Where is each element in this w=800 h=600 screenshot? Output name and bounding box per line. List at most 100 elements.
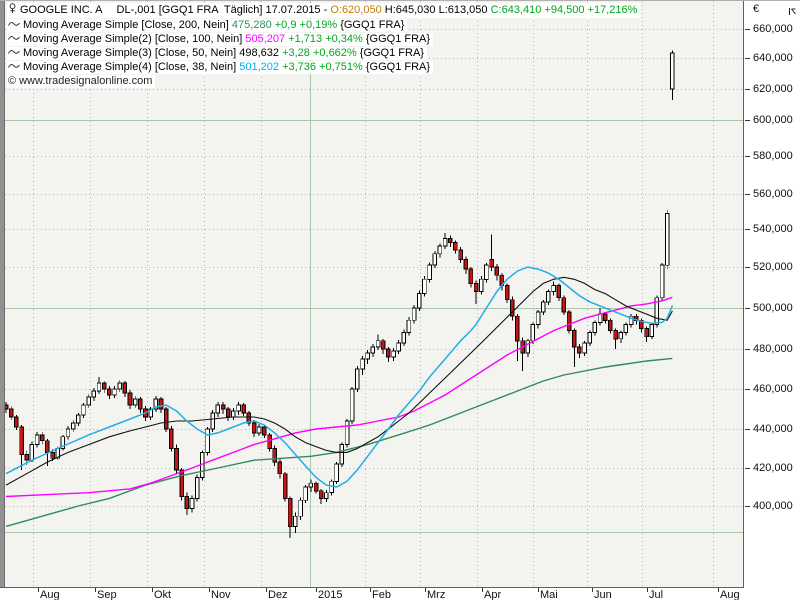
- candle: [122, 382, 128, 394]
- price-axis-label: 600,000: [753, 114, 793, 126]
- candle: [287, 497, 293, 527]
- price-axis-label: 540,000: [753, 223, 793, 235]
- candle: [551, 284, 556, 293]
- month-label: Aug: [40, 589, 60, 600]
- candle: [262, 426, 267, 436]
- candle: [5, 404, 9, 410]
- wave-icon: [8, 19, 20, 31]
- price-chart-plot[interactable]: [5, 1, 743, 587]
- legend-row-instrument[interactable]: GOOGLE INC. A DL-,001 [GGQ1 FRA Täglich] …: [7, 3, 641, 18]
- price-axis-tick: [745, 89, 750, 90]
- candle: [561, 297, 567, 313]
- currency-label: €: [753, 3, 760, 15]
- candle: [432, 253, 438, 266]
- candle: [272, 448, 277, 463]
- candle: [489, 258, 494, 268]
- price-axis-tick: [745, 429, 750, 430]
- candle: [148, 408, 153, 418]
- price-axis-tick: [745, 194, 750, 195]
- ma-50-line[interactable]: [5, 276, 673, 486]
- candle: [215, 404, 221, 414]
- candle: [380, 340, 386, 350]
- candle: [298, 499, 303, 517]
- month-label: Aug: [720, 589, 740, 600]
- ma-200-line[interactable]: [5, 357, 673, 528]
- candle: [613, 330, 618, 340]
- candle: [453, 241, 458, 251]
- time-axis-tick: [482, 588, 483, 592]
- candle: [349, 388, 355, 422]
- legend-text: www.tradesignalonline.com: [19, 75, 153, 87]
- candle: [654, 297, 660, 325]
- candle: [60, 436, 66, 449]
- candle: [355, 368, 360, 390]
- candle: [220, 404, 226, 410]
- month-label: Okt: [154, 589, 172, 600]
- candle: [442, 238, 448, 247]
- candle: [365, 352, 370, 360]
- candle: [360, 358, 365, 370]
- ma-100-line[interactable]: [5, 296, 673, 498]
- price-axis-tick: [745, 120, 750, 121]
- candle: [14, 416, 19, 428]
- price-axis-tick: [745, 156, 750, 157]
- legend-text: GOOGLE INC. A: [20, 4, 103, 16]
- candle: [339, 444, 345, 465]
- candle: [391, 350, 396, 358]
- candle: [50, 451, 55, 459]
- candle: [623, 323, 629, 334]
- candle: [153, 398, 159, 410]
- time-axis-tick: [266, 588, 267, 592]
- ma-38-line[interactable]: [5, 266, 674, 488]
- legend-row-ma200[interactable]: Moving Average Simple [Close, 200, Nein]…: [7, 19, 408, 32]
- price-axis-tick: [745, 468, 750, 469]
- legend-text: C:643,410 +94,500 +17,216%: [490, 4, 638, 16]
- price-axis-label: 400,000: [753, 500, 793, 512]
- candle: [179, 469, 184, 497]
- legend-row-ma38[interactable]: Moving Average Simple(4) [Close, 38, Nei…: [7, 61, 434, 74]
- legend-row-ma50[interactable]: Moving Average Simple(3) [Close, 50, Nei…: [7, 47, 427, 60]
- candle: [246, 412, 252, 424]
- candle: [587, 332, 593, 344]
- candle: [411, 307, 417, 321]
- time-axis-tick: [718, 588, 719, 592]
- pane-pin-icon[interactable]: [788, 3, 797, 21]
- candle: [468, 268, 474, 284]
- legend-text: +3,28 +0,662%: [282, 47, 360, 59]
- candle: [386, 348, 391, 358]
- candle: [308, 482, 314, 488]
- month-label: Jun: [594, 589, 612, 600]
- price-axis-label: 580,000: [753, 150, 793, 162]
- candle: [422, 278, 427, 295]
- candle: [530, 323, 536, 342]
- price-axis-tick: [745, 506, 750, 507]
- legend-row-ma100[interactable]: Moving Average Simple(2) [Close, 100, Ne…: [7, 33, 434, 46]
- candle: [24, 453, 29, 461]
- candle: [256, 426, 262, 434]
- legend-text: +1,713 +0,34%: [288, 33, 366, 45]
- candle: [313, 482, 319, 492]
- candle: [396, 342, 401, 352]
- time-axis-tick: [95, 588, 96, 592]
- candle: [210, 412, 215, 430]
- time-axis-tick: [316, 588, 317, 592]
- candle: [267, 434, 272, 449]
- candles-layer: [5, 50, 675, 538]
- price-axis[interactable]: € 660,000 640,000 620,000 600,000 580,000 560…: [743, 1, 800, 587]
- candle: [132, 398, 138, 406]
- candle: [138, 398, 143, 410]
- chart-legend: GOOGLE INC. A DL-,001 [GGQ1 FRA Täglich] …: [7, 3, 641, 89]
- legend-text: +0,9 +0,19%: [274, 19, 341, 31]
- candle: [448, 238, 453, 243]
- price-axis-tick: [745, 349, 750, 350]
- candle: [525, 340, 531, 354]
- time-axis-tick: [38, 588, 39, 592]
- time-axis[interactable]: Aug Sep Okt Nov Dez 2015 Feb Mrz Apr Mai Jun Jul Aug: [0, 587, 744, 600]
- candle: [670, 52, 675, 90]
- month-label: Jul: [649, 589, 664, 600]
- candle: [344, 420, 350, 446]
- candle: [29, 444, 35, 461]
- candle: [608, 319, 613, 332]
- candle: [649, 323, 655, 338]
- candle: [158, 398, 164, 410]
